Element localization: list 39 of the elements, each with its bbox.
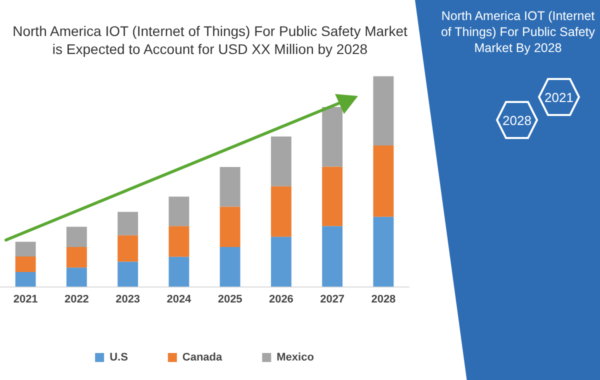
bar bbox=[118, 235, 138, 262]
bar bbox=[66, 247, 87, 268]
x-tick-label: 2028 bbox=[371, 293, 396, 306]
legend-label: U.S bbox=[110, 352, 128, 364]
bar bbox=[322, 106, 343, 167]
text: North America IOT (Internet of Things) For Public Safety Market By 2028 bbox=[440, 8, 596, 56]
legend-label: Canada bbox=[182, 352, 224, 364]
x-tick-label: 2025 bbox=[218, 293, 242, 306]
bar bbox=[15, 272, 36, 287]
bar bbox=[220, 166, 240, 207]
x-tick-label: 2027 bbox=[320, 293, 345, 306]
bar bbox=[118, 212, 138, 236]
x-tick-label: 2023 bbox=[116, 293, 140, 306]
bar bbox=[220, 206, 240, 247]
bar bbox=[220, 247, 240, 287]
bar bbox=[270, 236, 292, 287]
bar bbox=[168, 226, 190, 257]
x-tick-label: 2024 bbox=[166, 293, 192, 306]
bar bbox=[270, 186, 292, 237]
bar bbox=[15, 256, 36, 272]
bar bbox=[373, 76, 394, 146]
legend-label: Mexico bbox=[276, 352, 314, 364]
bar bbox=[322, 166, 343, 226]
bar bbox=[322, 226, 343, 287]
bar bbox=[168, 196, 190, 226]
text: 2021 bbox=[544, 90, 574, 105]
text: 2028 bbox=[502, 113, 532, 128]
bar bbox=[270, 136, 292, 186]
x-tick-label: 2022 bbox=[64, 293, 89, 306]
bar bbox=[373, 216, 394, 287]
bar bbox=[66, 268, 87, 287]
bar bbox=[15, 242, 36, 256]
x-tick-label: 2021 bbox=[13, 293, 38, 306]
bar bbox=[66, 226, 87, 247]
chart-title: North America IOT (Internet of Things) For Public Safety Market is Expected to Account for USD XX Million by 2028 bbox=[12, 22, 408, 58]
bar bbox=[168, 256, 190, 287]
x-tick-label: 2026 bbox=[268, 293, 294, 306]
bar bbox=[373, 145, 394, 217]
bar bbox=[118, 262, 138, 287]
